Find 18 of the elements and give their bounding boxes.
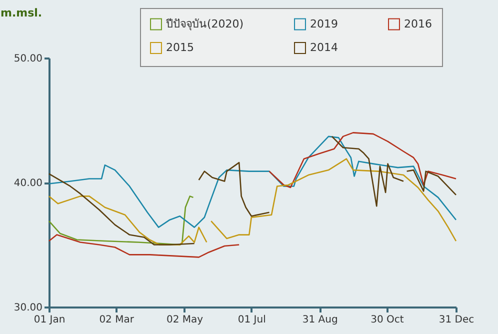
line-series xyxy=(48,136,457,228)
x-tick-label: 01 Jul xyxy=(238,314,266,326)
legend-label: 2014 xyxy=(310,41,338,54)
line-series xyxy=(48,196,194,246)
legend-label: ปีปัจจุบัน(2020) xyxy=(165,17,244,30)
x-tick-label: 02 May xyxy=(166,314,204,326)
x-tick-label: 02 Mar xyxy=(99,314,135,326)
y-axis-title: m.msl. xyxy=(0,6,42,20)
legend-label: 2019 xyxy=(310,17,338,30)
y-tick-label: 50.00 xyxy=(14,54,42,64)
x-tick-label: 30 Oct xyxy=(370,314,404,326)
x-tick-label: 01 Jan xyxy=(34,314,66,326)
y-tick-label: 30.00 xyxy=(14,302,42,314)
x-tick-label: 31 Aug xyxy=(302,314,338,326)
x-tick-label: 31 Dec xyxy=(438,314,474,326)
legend-label: 2015 xyxy=(166,41,194,54)
legend-label: 2016 xyxy=(404,17,432,30)
y-tick-label: 40.00 xyxy=(14,178,42,189)
